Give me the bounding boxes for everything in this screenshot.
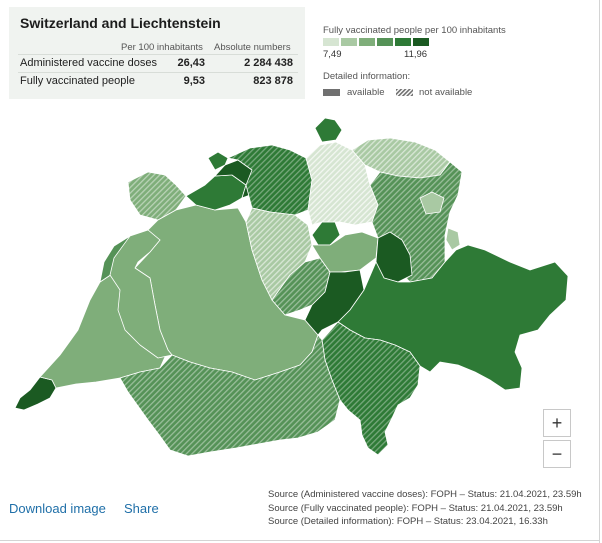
row-value-fully-vaccinated-per-100: 9,53 — [183, 75, 205, 87]
row-divider — [18, 72, 298, 73]
canton-solothurn[interactable] — [185, 174, 247, 211]
canton-geneva[interactable] — [14, 376, 57, 411]
legend-swatch — [323, 38, 339, 46]
canton-uri[interactable] — [304, 269, 365, 336]
summary-title: Switzerland and Liechtenstein — [20, 15, 221, 31]
source-administered-doses: Source (Administered vaccine doses): FOP… — [268, 489, 582, 500]
legend-min: 7,49 — [323, 49, 342, 60]
detail-not-available-swatch — [396, 89, 413, 96]
download-image-link[interactable]: Download image — [9, 501, 106, 516]
column-header-absolute: Absolute numbers — [214, 42, 291, 53]
legend-swatch — [413, 38, 429, 46]
share-link[interactable]: Share — [124, 501, 159, 516]
row-value-fully-vaccinated-absolute: 823 878 — [253, 75, 293, 87]
column-header-per-100: Per 100 inhabitants — [121, 42, 203, 53]
canton-appenzell[interactable] — [419, 191, 445, 215]
liechtenstein[interactable] — [445, 227, 461, 251]
row-divider — [18, 54, 298, 55]
row-value-administered-absolute: 2 284 438 — [244, 57, 293, 69]
legend-swatch — [377, 38, 393, 46]
detail-available-swatch — [323, 89, 340, 96]
canton-fribourg[interactable] — [109, 229, 173, 359]
source-detailed-information: Source (Detailed information): FOPH – St… — [268, 516, 548, 527]
detail-not-available-label: not available — [419, 87, 473, 98]
row-value-administered-per-100: 26,43 — [177, 57, 205, 69]
legend-swatch — [341, 38, 357, 46]
detail-available-label: available — [347, 87, 385, 98]
canton-aargau[interactable] — [227, 144, 313, 216]
summary-panel: Switzerland and Liechtenstein Per 100 in… — [9, 7, 305, 99]
legend-title: Fully vaccinated people per 100 inhabita… — [323, 25, 506, 36]
canton-schaffhausen[interactable] — [314, 117, 343, 143]
detail-legend-title: Detailed information: — [323, 71, 411, 82]
row-label-fully-vaccinated: Fully vaccinated people — [20, 75, 135, 87]
canton-basel-stadt[interactable] — [207, 151, 229, 171]
frame-border-right — [599, 0, 600, 543]
row-label-administered: Administered vaccine doses — [20, 57, 157, 69]
zoom-out-button[interactable]: − — [543, 440, 571, 468]
canton-luzern[interactable] — [245, 207, 313, 301]
canton-valais[interactable] — [119, 334, 341, 457]
legend-swatch — [359, 38, 375, 46]
zoom-in-button[interactable]: + — [543, 409, 571, 437]
canton-jura[interactable] — [127, 171, 187, 221]
legend-max: 11,96 — [404, 49, 428, 60]
frame-border-bottom — [0, 540, 600, 541]
legend-swatch — [395, 38, 411, 46]
source-fully-vaccinated: Source (Fully vaccinated people): FOPH –… — [268, 503, 563, 514]
